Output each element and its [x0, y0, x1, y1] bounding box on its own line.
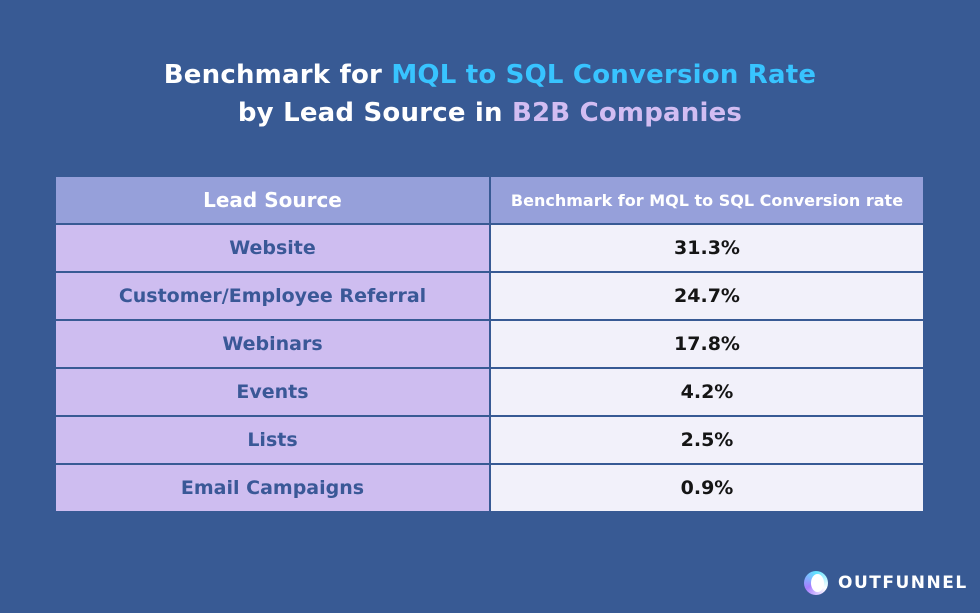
title-line-1-highlight: MQL to SQL Conversion Rate: [391, 60, 817, 90]
header-lead-source: Lead Source: [54, 175, 491, 225]
title-line-2-highlight: B2B Companies: [512, 98, 743, 128]
title-line-2-text: by Lead Source in: [237, 98, 512, 128]
brand: OUTFUNNEL: [804, 570, 968, 596]
header-conversion-rate: Benchmark for MQL to SQL Conversion rate: [489, 175, 925, 225]
outfunnel-logo-icon: [804, 571, 828, 595]
title-line-1-text: Benchmark for: [163, 60, 392, 90]
lead-source-cell: Webinars: [54, 319, 491, 369]
chart-title: Benchmark for MQL to SQL Conversion Rate…: [0, 56, 980, 132]
lead-source-cell: Email Campaigns: [54, 463, 491, 513]
lead-source-cell: Website: [54, 223, 491, 273]
table-row: Webinars 17.8%: [54, 319, 925, 369]
benchmark-table: Lead Source Benchmark for MQL to SQL Con…: [54, 175, 925, 513]
conversion-rate-cell: 24.7%: [489, 271, 925, 321]
title-line-2: by Lead Source in B2B Companies: [0, 94, 980, 132]
conversion-rate-cell: 2.5%: [489, 415, 925, 465]
lead-source-cell: Events: [54, 367, 491, 417]
table-row: Website 31.3%: [54, 223, 925, 273]
lead-source-cell: Customer/Employee Referral: [54, 271, 491, 321]
table-row: Customer/Employee Referral 24.7%: [54, 271, 925, 321]
lead-source-cell: Lists: [54, 415, 491, 465]
title-line-1: Benchmark for MQL to SQL Conversion Rate: [0, 56, 980, 94]
conversion-rate-cell: 4.2%: [489, 367, 925, 417]
brand-name: OUTFUNNEL: [838, 573, 968, 593]
table-row: Email Campaigns 0.9%: [54, 463, 925, 513]
table-body: Website 31.3% Customer/Employee Referral 24…: [54, 223, 925, 513]
conversion-rate-cell: 0.9%: [489, 463, 925, 513]
table-row: Lists 2.5%: [54, 415, 925, 465]
conversion-rate-cell: 17.8%: [489, 319, 925, 369]
table-header-row: Lead Source Benchmark for MQL to SQL Con…: [54, 175, 925, 225]
conversion-rate-cell: 31.3%: [489, 223, 925, 273]
table-row: Events 4.2%: [54, 367, 925, 417]
